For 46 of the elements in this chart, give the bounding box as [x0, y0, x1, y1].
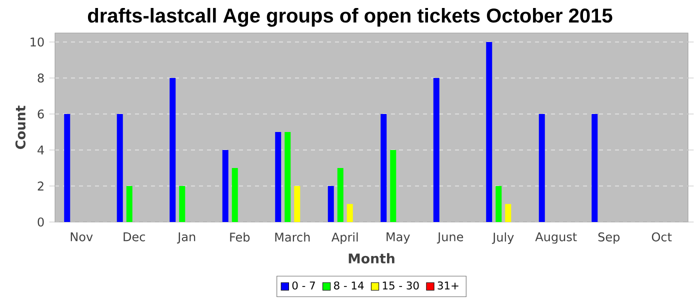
x-tick-label: July	[492, 232, 514, 244]
bar	[64, 114, 70, 222]
y-tick-label: 6	[38, 109, 44, 119]
bar	[505, 204, 512, 222]
bar	[337, 168, 344, 222]
x-axis-title: Month	[348, 253, 394, 264]
y-tick-label: 8	[38, 73, 44, 83]
bar	[346, 204, 353, 222]
x-tick-label: August	[535, 232, 577, 244]
bar	[126, 186, 132, 222]
bar	[232, 168, 238, 222]
bar	[328, 186, 334, 222]
x-tick-label: May	[386, 232, 410, 244]
bar	[116, 114, 123, 222]
x-tick-label: Nov	[70, 232, 93, 242]
legend-label: 31+	[438, 281, 458, 290]
x-tick-label: Oct	[652, 232, 672, 242]
x-tick-label: March	[275, 232, 310, 242]
y-tick-label: 4	[38, 146, 44, 154]
legend-label: 8 - 14	[334, 281, 364, 290]
bar	[275, 132, 282, 222]
bar	[179, 186, 186, 222]
bar	[538, 114, 545, 222]
bar	[170, 78, 176, 222]
bar	[222, 150, 228, 222]
x-tick-label: June	[436, 232, 464, 244]
x-tick-label: Feb	[230, 232, 250, 242]
bar	[592, 114, 598, 222]
y-axis-title: Count	[15, 106, 26, 149]
bar	[486, 42, 492, 222]
x-tick-label: April	[331, 232, 358, 244]
x-tick-label: Jan	[177, 232, 196, 244]
bar	[496, 186, 502, 222]
y-tick-label: 0	[38, 217, 44, 227]
chart-title: drafts-lastcall Age groups of open tickets October 2015	[88, 8, 612, 27]
y-tick-label: 2	[38, 182, 44, 190]
bar	[294, 186, 300, 222]
x-tick-label: Sep	[598, 232, 620, 244]
bar	[284, 132, 291, 222]
bar	[390, 150, 396, 222]
y-tick-label: 10	[30, 37, 44, 47]
legend-label: 15 - 30	[382, 281, 419, 290]
legend-label: 0 - 7	[292, 281, 315, 290]
x-tick-label: Dec	[124, 232, 145, 242]
bar	[380, 114, 387, 222]
bar	[433, 78, 440, 222]
